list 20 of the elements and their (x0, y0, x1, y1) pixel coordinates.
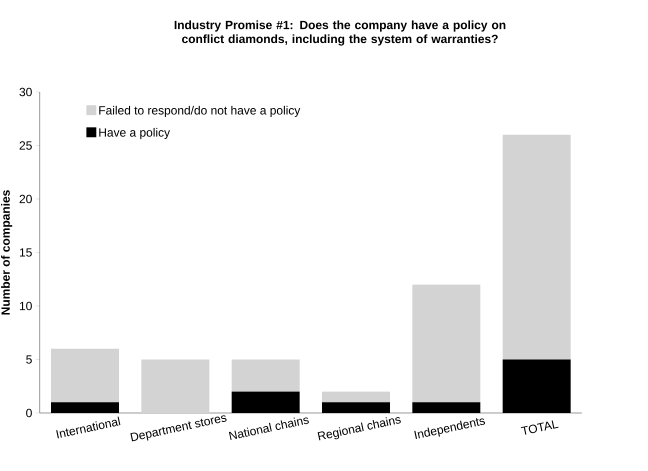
y-tick-label: 25 (20, 141, 32, 150)
y-tick-label: 0 (26, 408, 32, 418)
y-tick-label: 20 (20, 194, 32, 204)
bar (412, 284, 480, 402)
chart-title: Industry Promise #1: Does the company have a policy on conflict diamonds, including the system of warranties? (174, 20, 506, 46)
y-tick-label: 5 (26, 355, 32, 364)
bar (322, 392, 390, 402)
y-tick-label: 30 (19, 88, 32, 96)
x-tick-label: National chains (228, 417, 309, 440)
y-axis-title: Number of companies (1, 190, 12, 314)
y-tick-label: 10 (20, 302, 32, 310)
bar (141, 360, 210, 413)
y-tick-label: 15 (20, 248, 32, 257)
legend-label: Have a policy (99, 128, 170, 140)
x-tick-label: TOTAL (520, 420, 558, 435)
bar (502, 134, 571, 360)
x-tick-label: Regional chains (318, 417, 401, 440)
bar (51, 348, 119, 402)
bar (232, 360, 300, 392)
legend-label: Failed to respond/do not have a policy (99, 106, 300, 117)
